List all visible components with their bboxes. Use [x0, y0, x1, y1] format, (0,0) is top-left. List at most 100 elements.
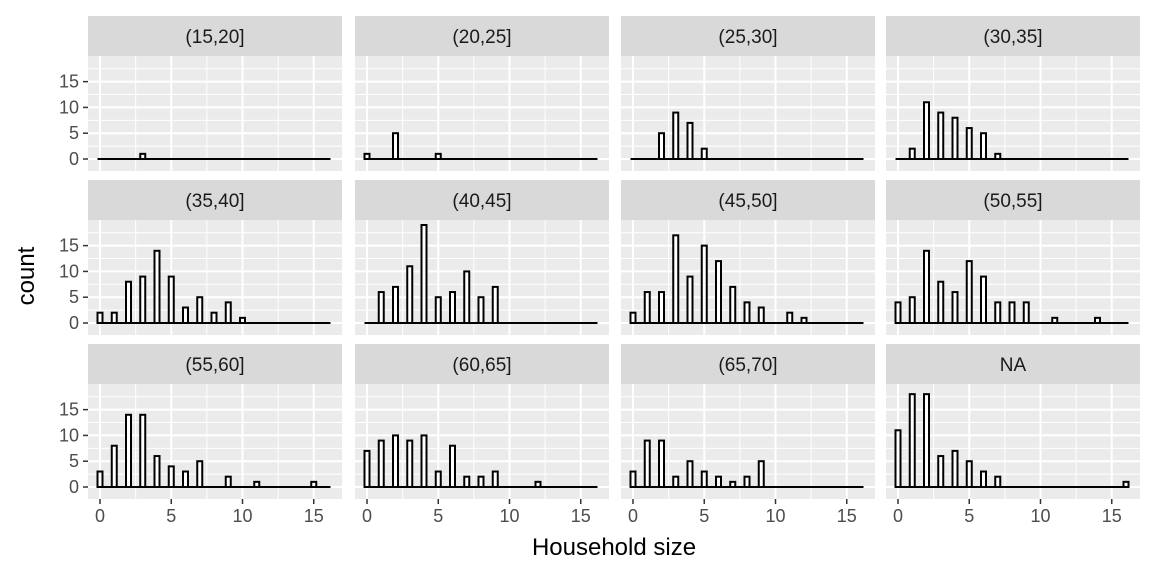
y-tick-label: 15: [59, 400, 79, 420]
histogram-bar: [980, 470, 987, 488]
histogram-bar: [643, 439, 651, 488]
histogram-bar: [96, 470, 104, 488]
histogram-bar: [994, 152, 1002, 160]
x-tick-label: 0: [95, 506, 105, 526]
histogram-bar: [715, 475, 722, 488]
histogram-bar: [786, 311, 794, 324]
x-axis-title: Household size: [532, 534, 696, 561]
y-tick-label: 15: [59, 236, 79, 256]
histogram-bar: [153, 249, 161, 324]
histogram-bar: [643, 291, 651, 325]
histogram-bar: [1022, 301, 1030, 324]
histogram-bar: [477, 296, 485, 325]
facet-strip: [886, 180, 1140, 220]
histogram-bar: [491, 285, 499, 325]
histogram-bar: [700, 147, 708, 160]
histogram-bar: [743, 475, 751, 488]
histogram-bar: [420, 434, 428, 488]
histogram-bar: [672, 234, 680, 325]
histogram-bar: [658, 439, 665, 488]
histogram-bar: [715, 260, 722, 324]
histogram-bar: [965, 260, 973, 324]
x-tick-label: 10: [1030, 506, 1050, 526]
x-tick-label: 0: [362, 506, 372, 526]
y-axis-title: count: [13, 246, 40, 305]
histogram-bar: [534, 480, 542, 488]
facet-strip-label: (30,35]: [983, 27, 1042, 48]
histogram-bar: [743, 301, 751, 324]
histogram-bar: [363, 449, 371, 489]
facet-panel: (15,20]: [88, 16, 342, 171]
histogram-bar: [377, 291, 385, 325]
facet-strip-label: (40,45]: [452, 191, 511, 212]
histogram-bar: [1094, 316, 1101, 324]
facet-panel: (45,50]: [621, 180, 875, 335]
histogram-bar: [629, 470, 637, 488]
histogram-bar: [923, 249, 930, 324]
histogram-bar: [363, 152, 371, 160]
x-tick-label: 15: [1102, 506, 1122, 526]
histogram-bar: [894, 429, 902, 488]
histogram-bar: [196, 460, 204, 489]
histogram-bar: [167, 465, 175, 488]
facet-strip-label: (45,50]: [718, 191, 777, 212]
axes: 0 5 10 15 0 5 10 15 0 5 10 15 0 5 10 15 0 5 10 15 0 5 10 15 0 5 10…: [59, 72, 1122, 526]
histogram-bar: [757, 460, 765, 489]
histogram-bar: [729, 480, 737, 488]
facet-strip-label: (25,30]: [718, 27, 777, 48]
histogram-bar: [908, 147, 916, 160]
histogram-bar: [951, 291, 959, 325]
x-tick-label: 15: [837, 506, 857, 526]
facet-strip-label: (15,20]: [185, 27, 244, 48]
x-tick-label: 5: [699, 506, 709, 526]
facet-strip-label: (65,70]: [718, 355, 777, 376]
histogram-bar: [253, 480, 261, 488]
histogram-bar: [125, 413, 132, 488]
histogram-bar: [980, 275, 987, 324]
histogram-bar: [686, 275, 694, 324]
x-tick-label: 15: [571, 506, 591, 526]
facet-strip: [621, 344, 875, 384]
histogram-bar: [800, 316, 808, 324]
histogram-bar: [700, 244, 708, 324]
histogram-bar: [434, 152, 442, 160]
y-tick-label: 10: [59, 425, 79, 445]
histogram-bar: [1051, 316, 1059, 324]
facet-strip: [355, 16, 609, 56]
facet-panel: (25,30]: [621, 16, 875, 171]
facet-strip: [886, 344, 1140, 384]
facet-strip-label: (60,65]: [452, 355, 511, 376]
histogram-bar: [980, 132, 987, 160]
histogram-bar: [937, 455, 945, 489]
histogram-bar: [139, 275, 147, 324]
facet-strip: [88, 344, 342, 384]
histogram-bar: [477, 475, 485, 488]
facet-panel: NA: [886, 344, 1140, 499]
histogram-bar: [110, 444, 118, 489]
y-tick-label: 0: [69, 313, 79, 333]
facet-panel: (20,25]: [355, 16, 609, 171]
x-tick-label: 5: [433, 506, 443, 526]
histogram-bar: [392, 285, 399, 325]
y-tick-label: 5: [69, 123, 79, 143]
histogram-bar: [994, 301, 1002, 324]
histogram-bar: [757, 306, 765, 324]
histogram-bar: [406, 265, 414, 324]
facet-panel: (35,40]: [88, 180, 342, 335]
y-tick-label: 0: [69, 477, 79, 497]
histogram-bar: [994, 475, 1002, 488]
histogram-bar: [167, 275, 175, 324]
facet-strip: [355, 180, 609, 220]
histogram-bar: [153, 455, 161, 489]
y-tick-label: 10: [59, 97, 79, 117]
facet-panels: (15,20] (20,25] (25,30] (30,35] (35,40] (40,4…: [88, 16, 1140, 499]
x-tick-label: 5: [166, 506, 176, 526]
histogram-bar: [377, 439, 385, 488]
histogram-bar: [210, 311, 218, 324]
histogram-bar: [96, 311, 104, 324]
x-tick-label: 10: [499, 506, 519, 526]
histogram-bar: [951, 449, 959, 489]
histogram-bar: [139, 152, 147, 160]
facet-panel: (60,65]: [355, 344, 609, 499]
histogram-bar: [434, 470, 442, 488]
